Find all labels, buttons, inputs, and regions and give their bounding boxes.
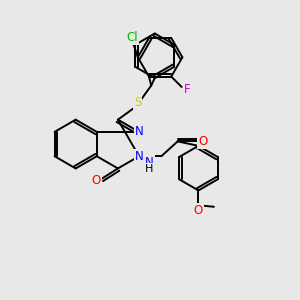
Text: O: O [194,204,203,217]
Text: N: N [145,156,154,169]
Text: O: O [92,174,101,187]
Text: Cl: Cl [126,31,138,44]
Text: O: O [198,135,208,148]
Text: F: F [184,83,191,96]
Text: N: N [135,125,143,138]
Text: H: H [145,164,154,174]
Text: S: S [134,96,141,109]
Text: N: N [135,150,143,163]
